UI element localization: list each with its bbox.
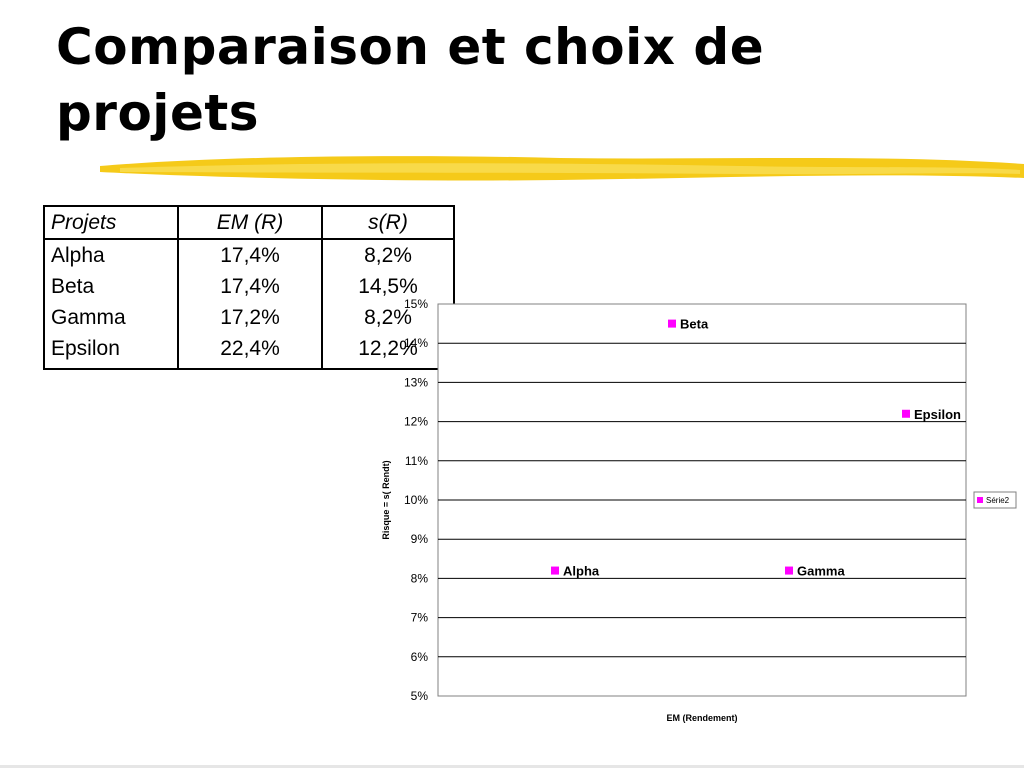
title-underline-brush [100, 156, 1024, 181]
title-line-1: Comparaison et choix de [56, 18, 765, 76]
footer-divider [0, 765, 1024, 768]
y-tick-label: 14% [404, 336, 428, 350]
cell-sigma: 12,2% [358, 337, 418, 360]
y-tick-label: 9% [411, 532, 429, 546]
cell-em: 22,4% [178, 333, 323, 369]
data-point [668, 319, 676, 328]
cell-em: 17,2% [178, 302, 323, 333]
cell-project: Gamma [44, 302, 179, 333]
cell-project: Beta [44, 271, 179, 302]
data-point [902, 409, 910, 418]
slide-title: Comparaison et choix de projets [56, 14, 956, 146]
projects-table: Projets EM (R) s(R) Alpha 17,4% 8,2% Bet… [43, 205, 455, 370]
data-label: Epsilon [914, 407, 961, 422]
y-tick-label: 15% [404, 297, 428, 311]
y-axis-label: Risque = s( Rendt) [381, 460, 391, 539]
legend-box [973, 491, 1017, 509]
y-tick-label: 8% [411, 571, 429, 585]
cell-sigma: 8,2% [364, 306, 412, 329]
data-label: Alpha [563, 564, 600, 579]
y-tick-label: 13% [404, 375, 428, 389]
data-point [785, 566, 793, 575]
cell-sigma: 8,2% [364, 244, 412, 267]
cell-project: Alpha [44, 239, 179, 271]
legend-label: Série2 [986, 496, 1010, 505]
data-label: Gamma [797, 564, 845, 579]
y-tick-label: 7% [411, 611, 429, 625]
table-row: Epsilon 22,4% 12,2% [44, 333, 454, 369]
cell-em: 17,4% [178, 239, 323, 271]
header-em: EM (R) [178, 206, 323, 240]
table-row: Alpha 17,4% 8,2% [44, 239, 454, 271]
table-row: Gamma 17,2% 8,2% [44, 302, 454, 333]
legend-swatch [977, 497, 983, 503]
data-point [551, 566, 559, 575]
y-tick-label: 11% [405, 454, 428, 468]
cell-project: Epsilon [44, 333, 179, 369]
header-projets: Projets [44, 206, 179, 240]
y-tick-label: 6% [411, 650, 429, 664]
y-tick-label: 10% [404, 493, 428, 507]
table-header-row: Projets EM (R) s(R) [44, 206, 454, 240]
table-row: Beta 17,4% 14,5% [44, 271, 454, 302]
y-tick-label: 12% [404, 415, 428, 429]
cell-em: 17,4% [178, 271, 323, 302]
cell-sigma: 14,5% [358, 275, 418, 298]
data-label: Beta [680, 317, 709, 332]
header-sigma: s(R) [322, 206, 454, 240]
y-tick-label: 5% [411, 689, 429, 703]
title-line-2: projets [56, 84, 260, 142]
x-axis-label: EM (Rendement) [666, 713, 737, 723]
